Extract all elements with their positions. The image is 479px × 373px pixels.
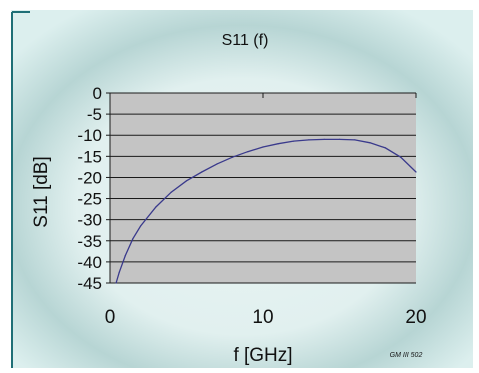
s11-data-point	[415, 171, 417, 173]
s11-data-point	[132, 238, 134, 240]
s11-data-point	[155, 206, 157, 208]
s11-data-point	[323, 138, 325, 140]
watermark-code: GM III 502	[390, 352, 423, 359]
y-tick-label: -25	[77, 190, 102, 209]
s11-data-point	[354, 139, 356, 141]
s11-data-point	[170, 191, 172, 193]
y-tick-label: -15	[77, 147, 102, 166]
y-tick-label: -5	[87, 105, 102, 124]
plot-area	[110, 93, 416, 283]
s11-data-point	[308, 139, 310, 141]
s11-data-point	[400, 156, 402, 158]
s11-data-point	[140, 225, 142, 227]
y-tick-label: -35	[77, 232, 102, 251]
s11-data-point	[118, 271, 120, 273]
x-tick-label: 20	[405, 307, 426, 328]
s11-data-point	[247, 151, 249, 153]
y-tick-label: -10	[77, 126, 102, 145]
y-tick-label: -30	[77, 211, 102, 230]
x-tick-label: 10	[252, 307, 273, 328]
s11-data-point	[338, 138, 341, 140]
s11-data-point	[277, 143, 279, 145]
chart-title: S11 (f)	[222, 32, 269, 49]
y-tick-label: -20	[77, 168, 102, 187]
y-tick-label: -45	[77, 274, 102, 293]
s11-data-point	[384, 147, 386, 149]
s11-data-point	[262, 146, 264, 148]
s11-data-point	[293, 140, 295, 142]
s11-data-point	[216, 163, 218, 165]
s11-data-point	[185, 180, 188, 182]
s11-data-point	[231, 156, 233, 158]
s11-data-point	[201, 171, 203, 173]
x-axis-label: f [GHz]	[233, 345, 292, 366]
s11-data-point	[115, 282, 117, 284]
y-tick-label: -40	[77, 253, 102, 272]
s11-data-point	[124, 255, 126, 257]
y-axis-label: S11 [dB]	[31, 156, 52, 227]
s11-data-point	[369, 142, 371, 144]
x-tick-label: 0	[105, 307, 116, 328]
y-tick-label: 0	[93, 84, 102, 103]
